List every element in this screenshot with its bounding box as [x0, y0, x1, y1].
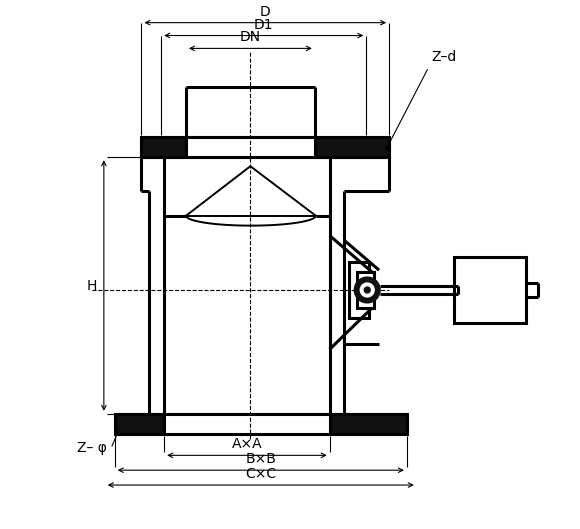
Circle shape: [354, 277, 380, 303]
Text: D1: D1: [254, 17, 274, 32]
Text: C×C: C×C: [245, 467, 276, 481]
Bar: [115, 414, 407, 434]
Text: DN: DN: [240, 31, 261, 44]
Bar: [142, 136, 389, 157]
Text: Z– φ: Z– φ: [77, 441, 107, 455]
Text: D: D: [260, 5, 271, 19]
Bar: [164, 414, 329, 434]
Bar: [186, 136, 315, 157]
Bar: [454, 257, 525, 323]
Bar: [349, 262, 369, 318]
Bar: [357, 272, 374, 308]
Text: A×A: A×A: [231, 437, 262, 451]
Text: H: H: [87, 279, 97, 293]
Circle shape: [364, 287, 370, 293]
Text: B×B: B×B: [245, 452, 276, 466]
Circle shape: [360, 283, 374, 297]
Text: Z–d: Z–d: [432, 50, 457, 64]
